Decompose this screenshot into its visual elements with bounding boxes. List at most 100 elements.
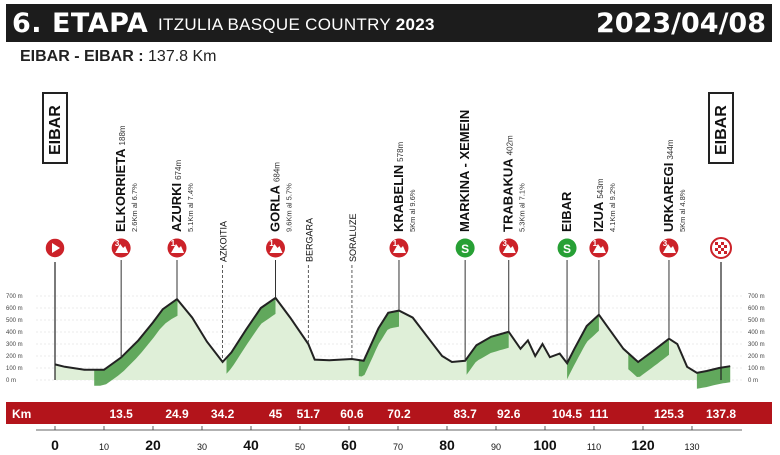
mountain-icon (269, 244, 283, 253)
altitude-tick-right: 600 m (748, 306, 765, 312)
x-axis-tick-label: 30 (197, 442, 207, 452)
altitude-tick-right: 700 m (748, 294, 765, 300)
point-altitude: 543m (596, 178, 605, 198)
point-altitude: 684m (273, 162, 282, 182)
stage-date: 2023/04/08 (595, 8, 766, 39)
km-bar-value: 83.7 (453, 407, 477, 421)
point-climb-detail: 5.1Km al 7.4% (186, 183, 195, 232)
km-bar-value: 111 (590, 407, 609, 421)
km-bar-value: 92.6 (497, 407, 521, 421)
x-axis-tick-label: 0 (51, 437, 59, 453)
point-climb-detail: 5.3Km al 7.1% (518, 183, 527, 232)
point-climb-detail: 9.6Km al 5.7% (285, 183, 294, 232)
point-label: URKAREGI 344m (661, 139, 676, 232)
route-distance: 137.8 Km (148, 48, 217, 65)
checkered-flag-icon (724, 245, 727, 248)
altitude-tick-right: 300 m (748, 342, 765, 348)
climb-segment (567, 314, 599, 380)
climb-segment (94, 299, 178, 386)
mountain-icon (171, 244, 185, 253)
checkered-flag-icon (724, 251, 727, 254)
profile-line (54, 296, 731, 374)
climb-segment (358, 310, 399, 377)
finish-flag-box (708, 92, 734, 164)
altitude-tick-left: 500 m (6, 318, 23, 324)
point-name: EIBAR (559, 191, 574, 232)
route-summary: EIBAR - EIBAR : 137.8 Km (20, 48, 217, 66)
race-name: ITZULIA BASQUE COUNTRY 2023 (158, 4, 435, 42)
climb-segment (226, 297, 276, 374)
point-name: BERGARA (304, 218, 314, 262)
km-bar-value: 34.2 (211, 407, 235, 421)
point-name: ELKORRIETA (113, 148, 128, 232)
point-label: MARKINA - XEMEIN (457, 110, 472, 232)
mountain-icon (662, 244, 676, 253)
start-flag-label: EIBAR (47, 105, 64, 155)
point-label: GORLA 684m (268, 162, 283, 232)
checkered-flag-icon (721, 242, 724, 245)
mountain-icon (392, 244, 406, 253)
point-altitude: 188m (118, 125, 127, 145)
checkered-flag-icon (718, 245, 721, 248)
point-climb-detail: 5Km al 9.6% (408, 189, 417, 232)
point-name: KRABELIN (391, 165, 406, 232)
stage-number: 6. ETAPA (12, 8, 149, 39)
point-name: AZKOITIA (219, 221, 229, 262)
point-name: URKAREGI (661, 163, 676, 232)
sprint-badge (557, 238, 577, 258)
mountain-icon (592, 244, 606, 253)
mountain-icon (502, 244, 516, 253)
point-name: IZUA (591, 201, 606, 232)
climb-category-number: 1 (171, 239, 176, 248)
point-name: SORALUZE (348, 213, 358, 262)
climb-category-number: 3 (503, 239, 508, 248)
km-bar-label: Km (12, 407, 31, 421)
point-label: TRABAKUA 402m (501, 135, 516, 232)
km-bar-value: 60.6 (340, 407, 364, 421)
profile-area (55, 297, 731, 380)
altitude-tick-left: 100 m (6, 366, 23, 372)
km-bar-value: 104.5 (552, 407, 582, 421)
race-title: ITZULIA BASQUE COUNTRY (158, 15, 391, 34)
sprint-letter: S (461, 242, 469, 256)
km-bar-value: 13.5 (109, 407, 133, 421)
altitude-tick-left: 0 m (6, 378, 16, 384)
altitude-tick-left: 300 m (6, 342, 23, 348)
point-name: AZURKI (169, 183, 184, 232)
finish-flag-label: EIBAR (713, 105, 730, 155)
checkered-flag-icon (715, 248, 718, 251)
x-axis-tick-label: 100 (533, 437, 557, 453)
point-name: TRABAKUA (501, 158, 516, 232)
km-bar-finish-value: 137.8 (706, 407, 736, 421)
altitude-tick-left: 700 m (6, 294, 23, 300)
x-axis-tick-label: 80 (439, 437, 455, 453)
x-axis-tick-label: 70 (393, 442, 403, 452)
x-axis-tick-label: 130 (684, 442, 699, 452)
point-label: KRABELIN 578m (391, 141, 406, 232)
x-axis-tick-label: 90 (491, 442, 501, 452)
x-axis-tick-label: 120 (631, 437, 655, 453)
point-climb-detail: 4.1Km al 9.2% (608, 183, 617, 232)
x-axis-tick-label: 20 (145, 437, 161, 453)
km-bar-value: 51.7 (297, 407, 321, 421)
stage-header (6, 4, 772, 42)
point-label: AZKOITIA (219, 221, 229, 262)
altitude-tick-right: 500 m (748, 318, 765, 324)
point-altitude: 402m (506, 135, 515, 155)
race-year: 2023 (395, 15, 435, 34)
climb-segment (628, 338, 669, 377)
climb-category-number: 3 (115, 239, 120, 248)
point-name: MARKINA - XEMEIN (457, 110, 472, 232)
point-label: SORALUZE (348, 213, 358, 262)
point-altitude: 578m (396, 141, 405, 161)
climb-category-number: 1 (269, 239, 274, 248)
climb-category-number: 3 (663, 239, 668, 248)
climb-category-number: 1 (393, 239, 398, 248)
sprint-badge (455, 238, 475, 258)
point-climb-detail: 5Km al 4.8% (678, 189, 687, 232)
km-bar-value: 24.9 (165, 407, 189, 421)
x-axis-tick-label: 50 (295, 442, 305, 452)
altitude-tick-right: 0 m (748, 378, 758, 384)
x-axis-tick-label: 110 (587, 442, 601, 452)
